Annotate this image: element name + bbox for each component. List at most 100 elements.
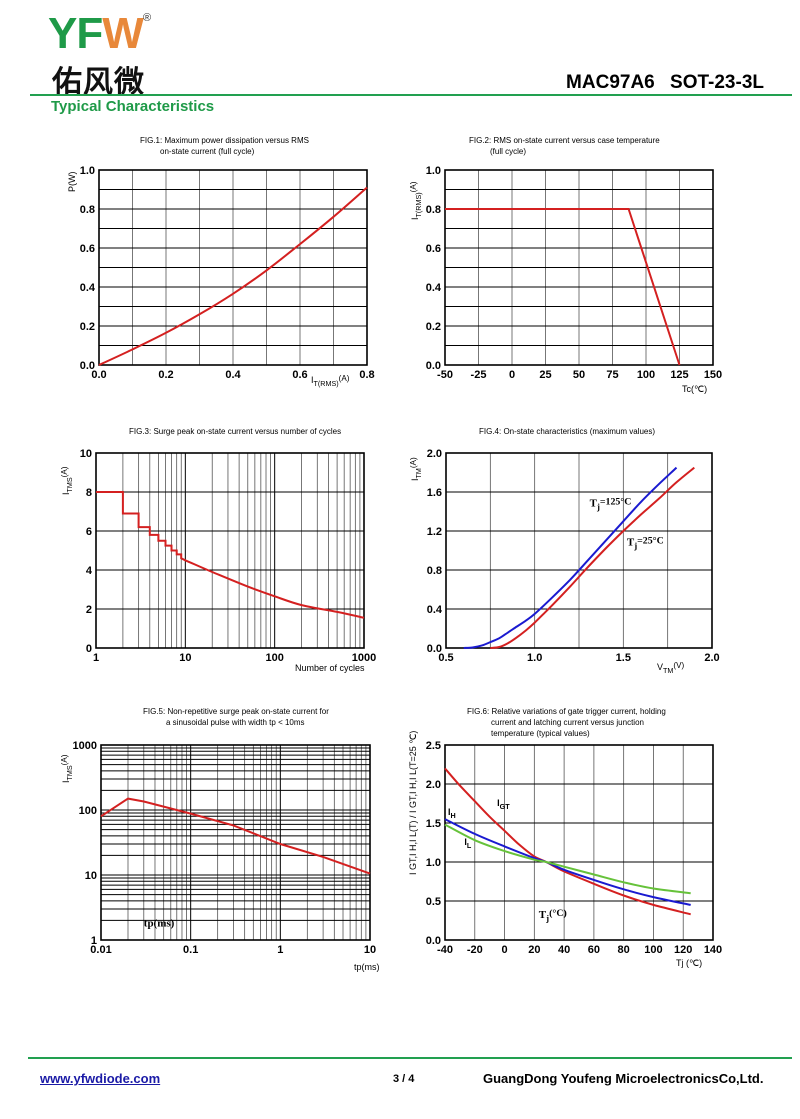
series-line-igt — [444, 767, 691, 916]
y-tick-label: 1.2 — [427, 526, 442, 538]
y-tick-label: 2.5 — [426, 740, 441, 752]
footer-divider — [28, 1057, 792, 1059]
x-tick-label: 1.5 — [616, 652, 631, 664]
y-tick-label: 100 — [79, 805, 97, 817]
x-tick-label: 60 — [588, 944, 600, 956]
y-tick-label: 0.0 — [426, 360, 441, 372]
y-axis-label: ITM(A) — [409, 457, 423, 481]
series-line-ih — [444, 818, 691, 906]
product-title: MAC97A6 SOT-23-3L — [566, 72, 764, 93]
annotation-main: I — [464, 837, 467, 847]
x-tick-label: 1000 — [352, 652, 376, 664]
y-tick-label: 4 — [86, 565, 93, 577]
annotation-sub: j — [545, 913, 549, 923]
fig3-chart: FIG.3: Surge peak on-state current versu… — [80, 427, 376, 664]
x-tick-label: 50 — [573, 369, 585, 381]
y-tick-label: 0.6 — [426, 243, 441, 255]
y-axis-label: I GT,I H,I L(T) / I GT,I H,I L(T=25 ℃) — [408, 731, 418, 875]
annotation-rest: =125°C — [600, 497, 632, 508]
y-axis-label-rest: (A) — [60, 466, 69, 477]
y-tick-label: 0.5 — [426, 896, 441, 908]
x-tick-label: 0.6 — [292, 369, 307, 381]
y-axis-label-main: I — [61, 780, 71, 783]
chart-title: FIG.1: Maximum power dissipation versus … — [140, 136, 309, 145]
x-tick-label: 120 — [674, 944, 692, 956]
x-tick-label: 10 — [179, 652, 191, 664]
y-tick-label: 0.4 — [427, 604, 443, 616]
annotation-sub: GT — [500, 802, 511, 811]
section-title: Typical Characteristics — [51, 98, 215, 115]
y-tick-label: 0.4 — [80, 282, 96, 294]
chart-title: a sinusoidal pulse with width tp < 10ms — [166, 718, 305, 727]
y-axis-label-rest: (A) — [409, 457, 418, 468]
x-axis-label-rest: (A) — [339, 374, 350, 383]
plot-area — [96, 453, 364, 648]
logo-letter: W — [102, 9, 144, 58]
plot-area — [445, 745, 713, 940]
x-tick-label: 140 — [704, 944, 722, 956]
annotation-main: T — [539, 909, 547, 921]
y-tick-label: 2.0 — [426, 779, 441, 791]
x-tick-label: 0.2 — [158, 369, 173, 381]
annotation-main: tp(ms) — [144, 918, 175, 930]
y-tick-label: 1.0 — [426, 165, 441, 177]
x-tick-label: 20 — [528, 944, 540, 956]
chart-title: FIG.6: Relative variations of gate trigg… — [467, 707, 666, 716]
x-tick-label: 80 — [618, 944, 630, 956]
x-axis-label: tp(ms) — [354, 962, 380, 972]
y-tick-label: 0.4 — [426, 282, 442, 294]
y-axis-label-sub: TMS — [65, 765, 74, 780]
y-axis-label: P(W) — [67, 172, 77, 193]
y-tick-label: 1.6 — [427, 487, 442, 499]
x-axis-label: Tc(℃) — [682, 384, 707, 394]
y-tick-label: 1.0 — [426, 857, 441, 869]
y-tick-label: 0.0 — [427, 643, 442, 655]
x-tick-label: 2.0 — [704, 652, 719, 664]
y-tick-label: 10 — [85, 870, 97, 882]
annotation: IL — [464, 837, 472, 850]
y-axis-label: ITMS(A) — [60, 466, 74, 495]
chart-title: FIG.2: RMS on-state current versus case … — [469, 136, 660, 145]
company-name: GuangDong Youfeng MicroelectronicsCo,Ltd… — [483, 1071, 764, 1086]
logo-letter: Y — [48, 9, 77, 58]
y-tick-label: 0.8 — [80, 204, 95, 216]
annotation: Tj=125°C — [590, 497, 632, 512]
logo-chinese-name: 佑风微 — [52, 66, 145, 99]
x-tick-label: 0.4 — [225, 369, 241, 381]
plot-frame — [95, 452, 365, 649]
annotation: tp(ms) — [144, 918, 175, 930]
annotation: Tj=25°C — [627, 536, 664, 551]
chart-title: FIG.4: On-state characteristics (maximum… — [479, 427, 655, 436]
series-line-itsm — [96, 491, 365, 619]
y-axis-label-main: I — [410, 478, 420, 481]
annotation-sub: L — [467, 841, 472, 850]
x-tick-label: -20 — [467, 944, 483, 956]
x-tick-label: 40 — [558, 944, 570, 956]
y-tick-label: 0.8 — [426, 204, 441, 216]
chart-title: (full cycle) — [490, 147, 526, 156]
y-tick-label: 10 — [80, 448, 92, 460]
x-tick-label: 0 — [501, 944, 507, 956]
registered-mark: ® — [143, 12, 152, 24]
annotation-main: I — [497, 798, 500, 808]
fig4-chart: FIG.4: On-state characteristics (maximum… — [427, 427, 720, 664]
plot-frame — [98, 169, 368, 366]
y-axis-label-sub: T(RMS) — [414, 192, 423, 217]
x-axis-label: Number of cycles — [295, 663, 365, 673]
annotation-sub: j — [633, 541, 637, 551]
website-link[interactable]: www.yfwdiode.com — [40, 1071, 161, 1086]
fig2-chart: FIG.2: RMS on-state current versus case … — [426, 136, 722, 381]
x-axis-label: VTM(V) — [657, 661, 685, 675]
x-tick-label: -40 — [437, 944, 453, 956]
annotation-main: T — [627, 537, 635, 549]
annotation-sub: H — [450, 811, 455, 820]
y-tick-label: 0.2 — [80, 321, 95, 333]
logo-letter: F — [76, 9, 103, 58]
y-tick-label: 1 — [91, 935, 97, 947]
annotation-main: I — [448, 807, 451, 817]
y-axis-label-rest: (A) — [409, 181, 418, 192]
x-tick-label: 75 — [606, 369, 618, 381]
plot-frame — [444, 169, 714, 366]
annotation: IH — [448, 807, 456, 820]
